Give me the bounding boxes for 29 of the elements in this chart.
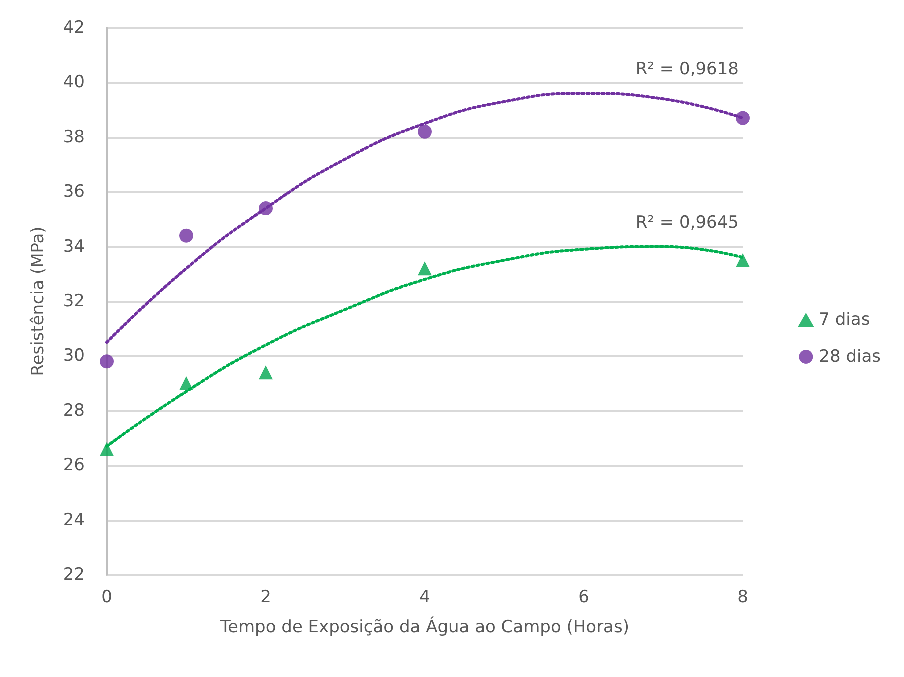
x-tick-label: 2 [260, 588, 272, 608]
x-tick-label: 4 [420, 588, 430, 608]
point [736, 253, 750, 268]
legend-label: 28 dias [819, 347, 882, 367]
y-tick-label: 32 [63, 292, 85, 312]
x-tick-label: 8 [738, 588, 748, 608]
annotation: R² = 0,9645 [636, 212, 739, 233]
y-axis-title: Resistência (MPa) [28, 226, 48, 376]
y-tick-label: 28 [63, 400, 85, 421]
y-tick-label: 38 [63, 127, 85, 148]
y-tick-label: 42 [63, 18, 85, 38]
legend-label: 7 dias [819, 310, 870, 330]
y-tick-label: 24 [63, 510, 85, 530]
point [180, 228, 194, 243]
x-axis-title: Tempo de Exposição da Água ao Campo (Horas) [220, 616, 630, 638]
y-tick-label: 40 [63, 72, 85, 93]
annotation: R² = 0,9618 [636, 60, 739, 80]
y-tick-label: 34 [63, 236, 85, 257]
point [418, 262, 432, 276]
y-tick-label: 22 [63, 565, 85, 585]
point [418, 124, 432, 139]
y-tick-label: 26 [63, 456, 85, 476]
x-tick-label: 6 [578, 588, 590, 608]
point [100, 354, 114, 369]
y-tick-label: 36 [63, 182, 85, 202]
y-tick-label: 30 [63, 346, 85, 366]
point [100, 442, 114, 456]
point [259, 366, 273, 380]
x-tick-label: 0 [102, 588, 112, 608]
